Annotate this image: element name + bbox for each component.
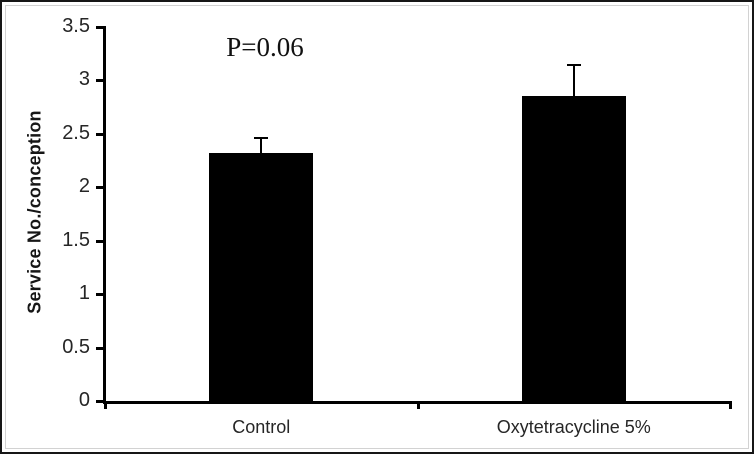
error-bar-cap [566, 64, 581, 67]
y-tick-label: 3.5 [62, 15, 90, 37]
bar-control [209, 153, 314, 401]
x-tick-mark [416, 401, 420, 409]
error-bar-line [572, 65, 575, 97]
y-tick-mark [96, 26, 105, 29]
y-tick-mark [96, 186, 105, 190]
error-bar-line [260, 138, 263, 154]
y-tick-mark [96, 400, 105, 403]
y-tick-label: 1 [78, 282, 90, 305]
x-tick-mark [104, 401, 107, 409]
y-tick-label: 1.5 [62, 228, 90, 251]
chart-inner-border [5, 5, 749, 449]
error-bar-cap [254, 137, 269, 140]
y-axis-line [103, 26, 106, 404]
y-tick-label: 2.5 [62, 121, 90, 144]
y-tick-mark [96, 346, 105, 350]
x-category-label: Oxytetracycline 5% [496, 417, 651, 437]
y-tick-mark [96, 79, 105, 83]
y-tick-mark [96, 293, 105, 297]
y-tick-mark [96, 132, 105, 136]
y-tick-label: 0.5 [62, 335, 90, 358]
bar-oxytetracycline-5- [521, 96, 626, 401]
y-tick-mark [96, 239, 105, 243]
y-tick-label: 0 [78, 389, 90, 411]
y-tick-label: 3 [78, 68, 90, 91]
x-category-label: Control [232, 417, 291, 437]
x-tick-mark [729, 401, 732, 409]
y-tick-label: 2 [78, 175, 90, 198]
p-value-annotation: P=0.06 [226, 32, 304, 62]
